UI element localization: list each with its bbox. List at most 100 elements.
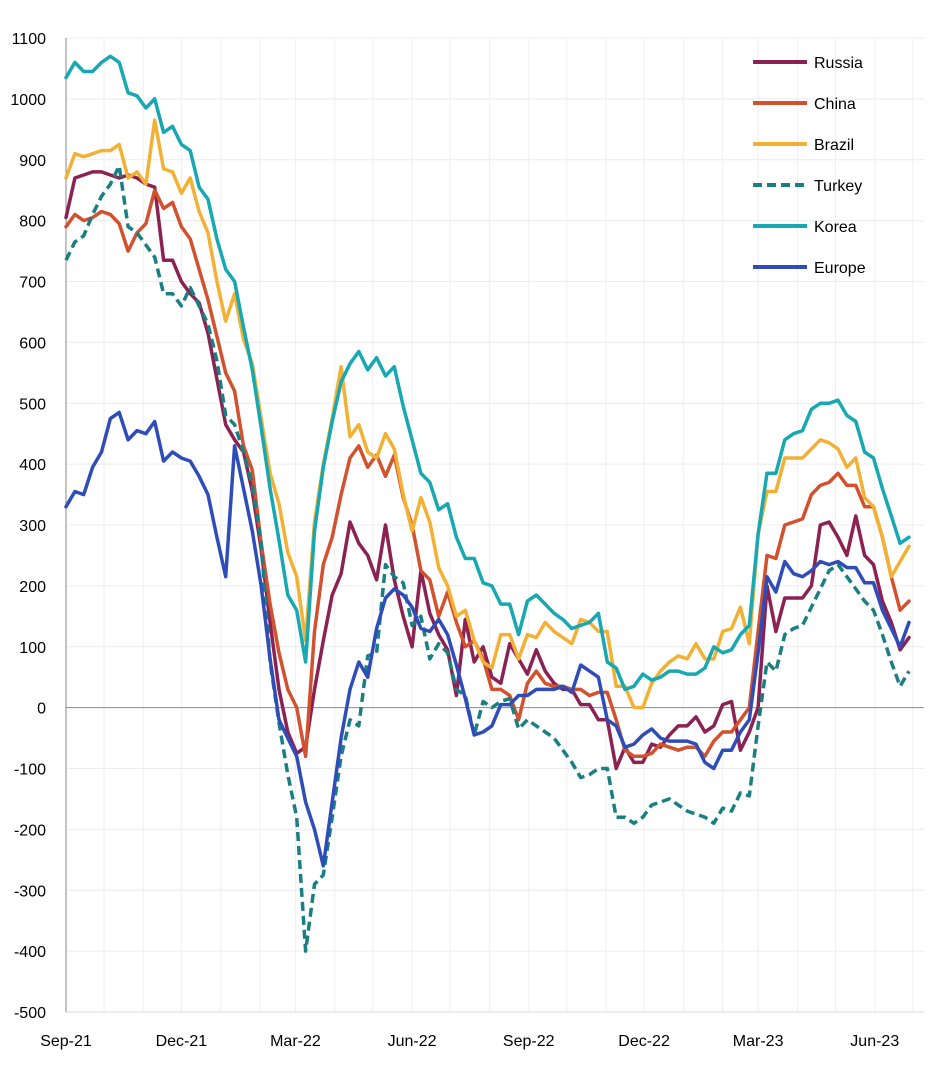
data-point [579, 664, 582, 667]
data-point [632, 743, 635, 746]
data-point [553, 612, 556, 615]
series-line [64, 118, 911, 710]
data-point [127, 438, 130, 441]
data-point [428, 630, 431, 633]
data-point [597, 767, 600, 770]
data-point [136, 429, 139, 432]
data-point [650, 727, 653, 730]
data-point [490, 584, 493, 587]
data-point [162, 167, 165, 170]
data-point [224, 423, 227, 426]
data-point [535, 648, 538, 651]
legend-item-brazil: Brazil [753, 137, 854, 154]
data-point [278, 718, 281, 721]
data-point [748, 624, 751, 627]
data-point [624, 688, 627, 691]
data-point [544, 603, 547, 606]
data-point [757, 533, 760, 536]
series-line [64, 188, 911, 759]
data-point [748, 718, 751, 721]
series-brazil [64, 118, 911, 710]
data-point [668, 797, 671, 800]
data-point [455, 688, 458, 691]
data-point [553, 688, 556, 691]
data-point [686, 724, 689, 727]
x-tick-label: Mar-22 [270, 1033, 321, 1050]
y-tick-label: 1100 [12, 31, 47, 48]
data-point [828, 402, 831, 405]
data-point [340, 380, 343, 383]
data-point [650, 682, 653, 685]
data-point [260, 426, 263, 429]
data-point [153, 189, 156, 192]
data-point [73, 213, 76, 216]
data-point [153, 420, 156, 423]
data-point [331, 594, 334, 597]
data-point [872, 457, 875, 460]
data-point [783, 457, 786, 460]
data-point [366, 676, 369, 679]
data-point [641, 673, 644, 676]
data-point [340, 493, 343, 496]
data-point [366, 654, 369, 657]
data-point [100, 170, 103, 173]
data-point [615, 816, 618, 819]
x-tick-label: Sep-21 [40, 1033, 92, 1050]
series-line [64, 164, 911, 953]
data-point [100, 149, 103, 152]
data-point [739, 791, 742, 794]
legend-item-europe: Europe [753, 260, 866, 277]
data-point [455, 694, 458, 697]
data-point [313, 883, 316, 886]
data-point [189, 286, 192, 289]
data-point [606, 691, 609, 694]
data-point [473, 661, 476, 664]
data-point [695, 642, 698, 645]
data-point [526, 673, 529, 676]
y-tick-label: -400 [14, 944, 46, 961]
data-point [908, 670, 911, 673]
data-point [251, 368, 254, 371]
data-point [659, 743, 662, 746]
data-point [100, 61, 103, 64]
data-point [278, 539, 281, 542]
data-point [384, 432, 387, 435]
data-point [428, 657, 431, 660]
data-point [686, 657, 689, 660]
data-point [144, 183, 147, 186]
data-point [553, 737, 556, 740]
data-point [331, 536, 334, 539]
data-point [774, 670, 777, 673]
axes: 110010009008007006005004003002001000-100… [10, 31, 924, 1050]
data-point [286, 551, 289, 554]
data-point [304, 950, 307, 953]
data-point [233, 423, 236, 426]
data-point [82, 155, 85, 158]
data-point [641, 755, 644, 758]
data-point [473, 639, 476, 642]
data-point [411, 624, 414, 627]
data-point [845, 466, 848, 469]
data-point [899, 685, 902, 688]
data-point [668, 661, 671, 664]
data-point [402, 594, 405, 597]
data-point [703, 667, 706, 670]
data-point [162, 131, 165, 134]
y-tick-label: 600 [19, 335, 46, 352]
data-point [677, 670, 680, 673]
data-point [198, 304, 201, 307]
data-point [349, 718, 352, 721]
data-point [171, 259, 174, 262]
data-point [428, 612, 431, 615]
y-tick-label: 500 [19, 396, 46, 413]
data-point [508, 694, 511, 697]
data-point [313, 828, 316, 831]
data-point [703, 657, 706, 660]
data-point [153, 186, 156, 189]
series-line [64, 54, 911, 692]
data-point [615, 767, 618, 770]
data-point [766, 661, 769, 664]
data-point [508, 703, 511, 706]
data-point [588, 621, 591, 624]
data-point [118, 143, 121, 146]
